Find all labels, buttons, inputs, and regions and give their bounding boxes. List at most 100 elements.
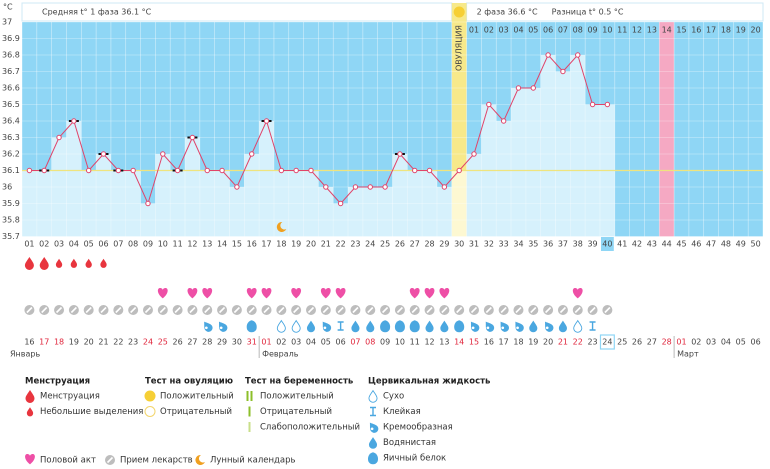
calendar-date: 29 [217, 338, 227, 347]
menstruation-light [70, 258, 78, 268]
pill-slash [411, 306, 418, 314]
pill-slash [144, 306, 152, 314]
phase2-day: 02 [484, 26, 494, 35]
x-tick-label: 30 [454, 240, 464, 249]
phase2-day: 20 [750, 26, 760, 35]
moon-shape [195, 454, 205, 465]
x-tick-label: 16 [247, 240, 257, 249]
phase2-day: 05 [528, 26, 538, 35]
phase2-day: 03 [499, 26, 509, 35]
temperature-column [229, 187, 245, 237]
drop [351, 320, 360, 333]
pill-slash [278, 306, 285, 314]
pill [98, 305, 109, 315]
calendar-date: 24 [602, 338, 612, 347]
drop [204, 321, 213, 332]
cervical-watery [366, 320, 375, 333]
swirl [471, 326, 475, 330]
pill-slash [55, 306, 63, 314]
heart-shape [572, 287, 583, 299]
legend-title: Тест на овуляцию [145, 377, 233, 387]
calendar-date: 30 [232, 338, 242, 347]
calendar-date: 22 [113, 338, 123, 347]
x-tick-label: 03 [54, 240, 64, 249]
pill-slash [85, 306, 92, 314]
temperature-point [308, 167, 314, 174]
drop [368, 389, 378, 403]
pill-slash [470, 306, 478, 314]
heart-shape [202, 287, 213, 299]
legend-label: Отрицательный [160, 407, 232, 417]
cervical-creamy [485, 321, 495, 332]
heart-shape [25, 453, 35, 465]
calendar-date: 05 [736, 338, 746, 347]
menstruation-light [100, 258, 107, 268]
pill [276, 305, 287, 315]
heart [335, 287, 346, 299]
strip [246, 391, 249, 401]
legend-label: Отрицательный [260, 407, 332, 417]
x-tick-label: 32 [484, 240, 494, 249]
x-tick-label: 09 [143, 240, 153, 249]
pill [454, 305, 465, 315]
drop [573, 319, 583, 333]
heart [409, 287, 420, 299]
swirl [370, 427, 374, 431]
y-tick-label: 36.5 [2, 100, 20, 109]
pill-slash [100, 306, 107, 314]
calendar-date: 24 [143, 338, 153, 347]
heart [572, 287, 583, 299]
x-tick-label: 38 [573, 240, 583, 249]
calendar-date: 20 [543, 338, 553, 347]
legend-label: Положительный [160, 392, 234, 402]
pill-slash [441, 306, 448, 314]
drop [425, 320, 434, 333]
drop [500, 321, 509, 332]
x-tick-label: 27 [410, 240, 420, 249]
y-tick-label: 36.3 [2, 133, 20, 142]
temperature-point [352, 184, 359, 190]
drop [39, 257, 49, 270]
legend-label: Половой акт [40, 456, 96, 466]
legend-label: Положительный [260, 392, 334, 402]
pill [365, 305, 376, 315]
menstruation-light [26, 407, 34, 417]
drop [85, 258, 92, 268]
sun-shape [144, 390, 156, 402]
temperature-column [244, 154, 260, 237]
x-tick-label: 23 [350, 240, 360, 249]
calendar-date: 01 [676, 338, 686, 347]
temperature-column [496, 121, 512, 237]
temperature-column [392, 154, 408, 237]
cervical-creamy [218, 321, 228, 332]
temperature-point [249, 151, 255, 157]
temperature-column [570, 55, 586, 237]
x-tick-label: 21 [321, 240, 331, 249]
test-strip [248, 422, 251, 432]
drop [440, 320, 449, 333]
calendar-date: 03 [291, 338, 301, 347]
x-tick-label: 42 [632, 240, 642, 249]
temperature-column [362, 187, 378, 237]
x-tick-label: 01 [24, 240, 34, 249]
temperature-point [604, 101, 611, 108]
menstruation-heavy [24, 257, 34, 270]
calendar-date: 23 [128, 338, 138, 347]
today-date-box [599, 334, 615, 350]
x-tick-label: 31 [469, 240, 479, 249]
cervical-eggwhite [380, 320, 391, 333]
heart [320, 287, 331, 299]
x-tick-label: 26 [395, 240, 405, 249]
strip [250, 391, 253, 401]
pill-slash [396, 306, 403, 314]
x-tick-label: 24 [365, 240, 375, 249]
heart-shape [246, 287, 257, 299]
pill-slash [159, 306, 166, 314]
drop [306, 320, 316, 333]
temperature-column [259, 121, 274, 237]
drop [369, 422, 379, 433]
calendar-date: 17 [39, 338, 49, 347]
drop [558, 320, 567, 333]
pill-slash [26, 306, 33, 314]
x-tick-label: 20 [306, 240, 316, 249]
